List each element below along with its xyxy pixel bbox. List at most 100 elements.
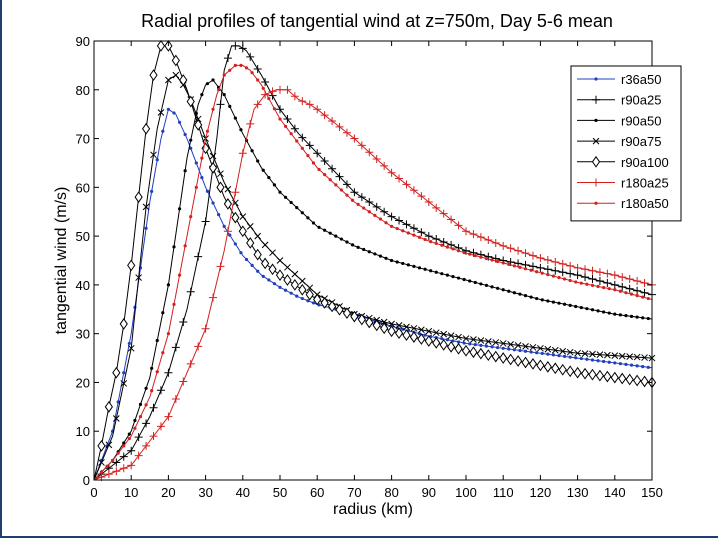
series-marker xyxy=(189,138,193,142)
series-marker xyxy=(432,329,440,337)
series-marker xyxy=(150,189,154,193)
series-marker xyxy=(283,274,292,286)
series-marker xyxy=(97,439,106,452)
legend-swatch-marker xyxy=(594,77,598,81)
legend-box xyxy=(570,65,682,222)
series-marker xyxy=(157,109,165,116)
series-marker xyxy=(618,372,627,385)
series-marker xyxy=(484,338,492,345)
series-marker xyxy=(298,133,307,142)
series-marker xyxy=(522,342,529,350)
series-marker xyxy=(142,203,150,211)
series-marker xyxy=(611,352,619,359)
series-marker xyxy=(112,415,120,422)
series-marker xyxy=(523,349,528,353)
series-marker xyxy=(461,344,471,357)
series-marker xyxy=(244,257,249,262)
series-marker xyxy=(149,403,158,412)
series-marker xyxy=(390,258,394,263)
series-marker xyxy=(300,211,304,215)
series-marker xyxy=(417,228,426,237)
series-marker xyxy=(356,202,360,207)
series-marker xyxy=(596,351,604,358)
series-marker xyxy=(543,360,552,373)
series-marker xyxy=(603,269,612,278)
legend-label: r90a75 xyxy=(621,134,661,149)
series-marker xyxy=(98,459,105,466)
series-marker xyxy=(635,294,639,298)
series-r180a25 xyxy=(93,85,656,482)
y-tick-label: 0 xyxy=(83,473,90,488)
series-marker xyxy=(231,188,240,197)
series-marker xyxy=(216,262,225,271)
series-marker xyxy=(499,340,507,347)
series-marker xyxy=(179,74,188,86)
series-marker xyxy=(138,402,143,406)
series-marker xyxy=(387,212,396,221)
series-marker xyxy=(238,149,247,158)
series-marker xyxy=(512,348,516,352)
series-marker xyxy=(350,198,355,202)
series-marker xyxy=(194,342,203,351)
series-marker xyxy=(469,346,478,359)
series-marker xyxy=(116,451,120,455)
series-marker xyxy=(513,355,523,367)
series-marker xyxy=(290,124,299,133)
series-marker xyxy=(300,296,304,301)
series-marker xyxy=(462,227,470,236)
series-marker xyxy=(356,245,360,249)
series-marker xyxy=(412,233,416,237)
series-marker xyxy=(535,270,539,274)
series-marker xyxy=(496,259,500,264)
series-marker xyxy=(144,226,148,230)
series-marker xyxy=(595,268,604,277)
series-marker xyxy=(566,261,575,270)
series-marker xyxy=(557,301,561,305)
series-marker xyxy=(580,367,590,380)
series-marker xyxy=(439,237,448,246)
series-marker xyxy=(417,235,422,239)
series-marker xyxy=(357,313,366,326)
series-marker xyxy=(558,268,567,277)
series-marker xyxy=(224,185,232,193)
series-marker xyxy=(523,294,528,298)
series-marker xyxy=(451,247,455,251)
series-marker xyxy=(546,352,550,356)
series-marker xyxy=(535,351,539,355)
x-axis-title: radius (km) xyxy=(333,501,413,518)
series-marker xyxy=(172,111,176,115)
series-marker xyxy=(610,271,619,280)
series-marker xyxy=(334,183,338,187)
x-tick-label: 60 xyxy=(310,485,324,500)
series-marker xyxy=(231,211,240,224)
series-marker xyxy=(372,155,381,164)
y-tick-label: 80 xyxy=(76,83,90,98)
series-marker xyxy=(313,293,322,306)
series-marker xyxy=(574,349,581,357)
series-marker xyxy=(579,356,583,361)
series-marker xyxy=(104,400,113,413)
series-marker xyxy=(104,470,113,479)
series-marker xyxy=(528,262,537,271)
series-marker xyxy=(629,292,634,296)
series-marker xyxy=(278,117,282,121)
series-marker xyxy=(205,129,210,133)
series-marker xyxy=(476,233,485,242)
series-marker xyxy=(585,282,589,286)
series-marker xyxy=(518,292,522,296)
series-marker xyxy=(231,41,240,50)
series-marker xyxy=(150,366,154,370)
series-marker xyxy=(417,333,426,345)
series-marker xyxy=(455,333,462,341)
series-marker xyxy=(177,273,182,277)
series-marker xyxy=(473,254,477,258)
series-marker xyxy=(320,297,329,309)
series-marker xyxy=(150,389,154,393)
series-marker xyxy=(529,350,533,354)
series-marker xyxy=(342,307,352,320)
y-tick-label: 50 xyxy=(76,229,90,244)
series-marker xyxy=(440,243,444,247)
series-marker xyxy=(317,303,321,307)
series-marker xyxy=(540,298,544,302)
series-marker xyxy=(384,256,388,260)
